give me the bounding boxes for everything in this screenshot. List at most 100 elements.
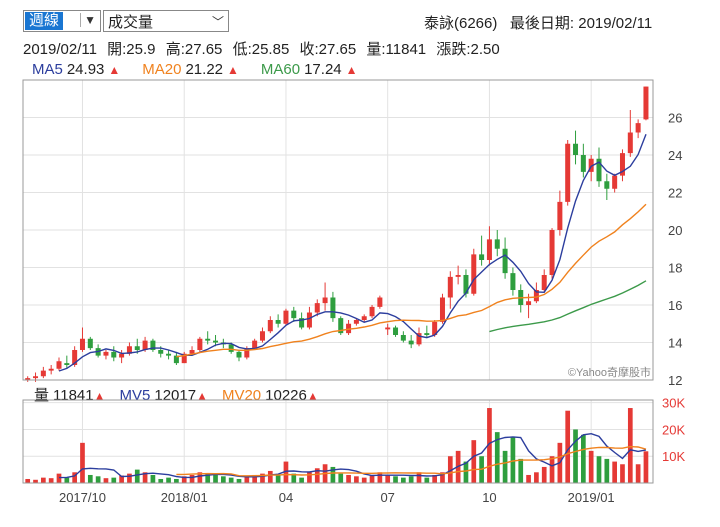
volume-bar	[174, 478, 179, 483]
volume-bar	[393, 476, 398, 483]
volume-bar	[197, 472, 203, 483]
ohlc-close: 收:27.65	[299, 41, 357, 58]
volume-bar	[275, 474, 281, 483]
volume-bar	[142, 472, 148, 483]
candle-body	[275, 320, 281, 324]
volume-bar	[635, 464, 641, 483]
candle-body	[612, 175, 618, 189]
volume-bar	[385, 474, 391, 483]
volume-bar	[338, 473, 344, 483]
candle-body	[400, 335, 406, 341]
candle-body	[33, 376, 39, 379]
volume-bar	[213, 474, 218, 483]
candle-body	[158, 350, 164, 354]
x-tick-label: 07	[380, 490, 394, 505]
candle-body	[486, 239, 492, 260]
candle-body	[126, 346, 132, 354]
ohlc-low: 低:25.85	[232, 41, 290, 58]
price-tick-label: 16	[668, 298, 682, 313]
ma-legend-label-2: MA60	[260, 61, 301, 78]
candle-body	[111, 351, 117, 358]
candle-body	[64, 363, 70, 365]
volume-bar	[56, 473, 62, 483]
price-tick-label: 12	[668, 373, 682, 388]
volume-bar	[502, 450, 508, 483]
ma-legend-label-0: MA5	[32, 61, 63, 78]
volume-bar	[111, 477, 117, 483]
volume-bar	[330, 466, 336, 483]
period-select[interactable]: 週線 ▼	[23, 10, 101, 32]
volume-bar	[221, 476, 226, 483]
candle-body	[181, 353, 187, 364]
volume-bar	[236, 478, 242, 483]
candle-body	[541, 275, 547, 290]
ma-legend: MA5 24.93 ▲ MA20 21.22 ▲ MA60 17.24 ▲	[32, 61, 380, 78]
volume-bar	[596, 456, 602, 483]
candle-body	[299, 318, 305, 328]
volume-bar	[260, 473, 265, 483]
ohlc-change: 漲跌:2.50	[436, 41, 500, 58]
volume-bar	[526, 474, 531, 483]
candle-body	[79, 338, 85, 350]
volume-bar	[205, 473, 211, 483]
volume-bar	[494, 432, 500, 483]
volume-bar	[549, 456, 555, 483]
ohlc-volume: 量:11841	[366, 41, 427, 58]
volume-bar	[408, 476, 414, 483]
volume-bar	[134, 469, 140, 483]
candle-body	[533, 290, 539, 302]
price-tick-label: 20	[668, 223, 682, 238]
volume-bar	[377, 472, 383, 483]
ohlc-date: 2019/02/11	[23, 41, 97, 58]
volume-bar	[643, 451, 649, 483]
stock-name: 泰詠(6266)	[424, 15, 498, 32]
candle-body	[259, 331, 265, 341]
volume-bar	[314, 468, 320, 483]
candle-body	[580, 155, 586, 172]
volume-bar	[228, 477, 234, 483]
candle-body	[369, 306, 375, 317]
candle-body	[627, 132, 633, 154]
candle-body	[330, 297, 336, 319]
volume-bar	[573, 429, 578, 483]
volume-bar	[463, 461, 469, 483]
candle-body	[377, 297, 383, 307]
volume-bar	[244, 476, 250, 483]
candle-body	[236, 351, 242, 358]
up-triangle-icon: ▲	[108, 63, 121, 77]
volume-bar	[510, 437, 516, 483]
candle-body	[619, 153, 625, 176]
ma-legend-value-1: 21.22	[185, 61, 224, 78]
volume-bar	[354, 476, 359, 483]
volume-bar	[103, 478, 109, 483]
candle-body	[455, 275, 461, 277]
ma5-line	[58, 133, 647, 372]
volume-bar	[150, 474, 156, 483]
candle-body	[173, 355, 179, 364]
volume-tick-label: 20K	[662, 422, 685, 437]
candle-body	[502, 248, 508, 274]
volume-bar	[119, 475, 124, 483]
volume-bar	[534, 472, 539, 483]
indicator-select[interactable]: 成交量 ﹀	[103, 10, 229, 32]
candle-body	[252, 340, 258, 349]
up-triangle-icon: ▲	[196, 389, 208, 403]
volume-bar	[189, 474, 195, 483]
volume-bar	[25, 478, 31, 483]
candle-body	[573, 143, 579, 155]
candle-body	[557, 201, 563, 230]
candle-body	[322, 297, 328, 304]
volume-bar	[33, 479, 38, 483]
volume-bar	[440, 472, 445, 483]
volume-bar	[41, 477, 46, 483]
volume-bar	[627, 408, 633, 483]
volume-bar	[424, 477, 430, 483]
candle-body	[494, 239, 500, 249]
candle-body	[463, 275, 469, 294]
ohlc-open: 開:25.9	[107, 41, 156, 58]
volume-bar	[64, 477, 70, 483]
ma60-line	[489, 280, 647, 333]
candle-body	[197, 338, 203, 350]
candle-body	[510, 273, 516, 290]
